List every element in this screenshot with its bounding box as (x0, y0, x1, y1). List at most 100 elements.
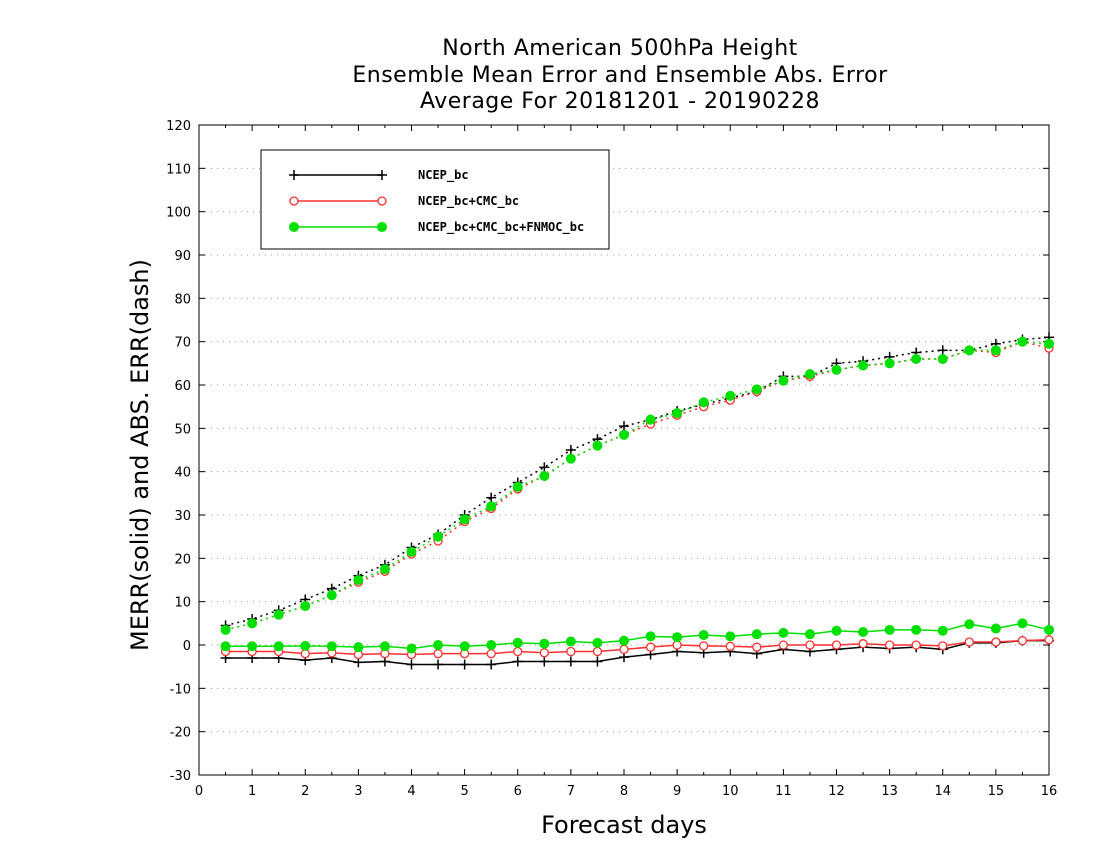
abs-error-point (512, 481, 523, 492)
mean-error-point (645, 631, 656, 642)
mean-error-point (486, 659, 497, 670)
y-tick-label: -20 (170, 726, 191, 741)
mean-error-point (778, 627, 789, 638)
mean-error-point (858, 627, 869, 637)
y-tick-label: 20 (174, 552, 191, 567)
abs-error-point (645, 414, 656, 425)
x-tick-label: 5 (460, 784, 468, 799)
mean-error-point (911, 640, 921, 650)
legend-marker (377, 196, 387, 206)
abs-error-point (406, 546, 417, 557)
mean-error-point (566, 646, 576, 657)
x-tick-label: 11 (775, 784, 792, 799)
x-tick-label: 2 (301, 784, 309, 799)
abs-error-point (300, 601, 311, 611)
x-axis-label: Forecast days (541, 811, 707, 839)
mean-error-point (725, 641, 735, 651)
abs-error-point (1044, 338, 1054, 349)
abs-error-point (884, 358, 895, 369)
mean-error-point (964, 637, 974, 647)
x-tick-label: 12 (828, 784, 845, 799)
legend-box (260, 149, 610, 250)
mean-error-point (326, 641, 337, 652)
mean-error-point (991, 637, 1001, 647)
mean-error-point (247, 641, 258, 652)
mean-error-point (565, 656, 576, 667)
mean-error-point (300, 640, 311, 651)
abs-error-point (937, 345, 948, 356)
mean-error-point (672, 632, 683, 643)
mean-error-point (938, 641, 948, 651)
legend-marker (377, 170, 387, 180)
abs-error-point (619, 421, 629, 432)
abs-error-point (592, 440, 603, 451)
mean-error-point (379, 641, 390, 652)
x-tick-label: 16 (1041, 784, 1058, 799)
mean-error-point (804, 629, 815, 640)
mean-error-point (433, 649, 443, 659)
mean-error-point (592, 656, 603, 667)
series-0 (220, 332, 1054, 670)
abs-error-point (698, 397, 709, 408)
abs-error-point (353, 575, 364, 585)
abs-error-point (379, 564, 390, 575)
y-tick-label: 30 (174, 509, 191, 524)
abs-error-point (565, 445, 576, 455)
mean-error-point (990, 623, 1001, 634)
x-tick-label: 4 (407, 784, 415, 799)
mean-error-point (778, 640, 789, 650)
y-axis: -30 -20 -10 0 10 20 30 40 50 60 70 80 90 100 110 120 (166, 119, 1049, 784)
legend-entry: NCEP_bc (289, 168, 469, 183)
abs-error-point (911, 354, 922, 364)
mean-error-line (225, 639, 1049, 666)
y-tick-label: 70 (174, 336, 191, 351)
mean-error-point (459, 659, 470, 670)
x-tick-label: 0 (195, 784, 203, 799)
y-tick-label: 120 (166, 119, 191, 134)
abs-error-point (937, 354, 948, 364)
abs-error-point (1017, 336, 1028, 347)
abs-error-point (459, 514, 470, 525)
y-tick-label: 10 (174, 596, 191, 611)
mean-error-point (300, 649, 310, 659)
series-1 (220, 337, 1054, 660)
mean-error-point (539, 638, 550, 649)
mean-error-point (1044, 635, 1054, 645)
mean-error-point (459, 641, 470, 652)
y-tick-label: 0 (183, 639, 191, 654)
abs-error-point (672, 408, 683, 419)
abs-error-point (619, 429, 629, 440)
legend-label: NCEP_bc+CMC_bc+FNMOC_bc (418, 220, 584, 235)
mean-error-point (858, 639, 868, 649)
x-tick-label: 6 (514, 784, 522, 799)
mean-error-point (619, 635, 629, 646)
abs-error-point (539, 471, 550, 481)
abs-error-point (565, 453, 576, 464)
mean-error-point (937, 625, 948, 636)
mean-error-point (725, 631, 736, 642)
abs-error-point (804, 369, 815, 380)
y-tick-label: 50 (174, 422, 191, 437)
mean-error-point (911, 624, 922, 635)
mean-error-point (884, 640, 895, 650)
x-tick-label: 3 (354, 784, 362, 799)
y-tick-label: 90 (174, 249, 191, 264)
abs-error-point (433, 531, 444, 542)
mean-error-point (831, 625, 842, 636)
y-tick-label: 60 (174, 379, 191, 394)
mean-error-point (884, 624, 895, 635)
mean-error-point (805, 640, 815, 650)
abs-error-point (778, 375, 789, 386)
mean-error-point (645, 642, 656, 652)
legend-marker (377, 222, 387, 232)
mean-error-point (486, 640, 497, 650)
legend-entry: NCEP_bc+CMC_bc (289, 194, 519, 209)
mean-error-point (512, 656, 523, 667)
abs-error-point (539, 462, 550, 473)
legend-label: NCEP_bc+CMC_bc (418, 194, 519, 209)
mean-error-point (353, 642, 364, 653)
mean-error-point (565, 636, 576, 647)
mean-error-point (539, 656, 550, 667)
mean-error-point (751, 629, 762, 640)
